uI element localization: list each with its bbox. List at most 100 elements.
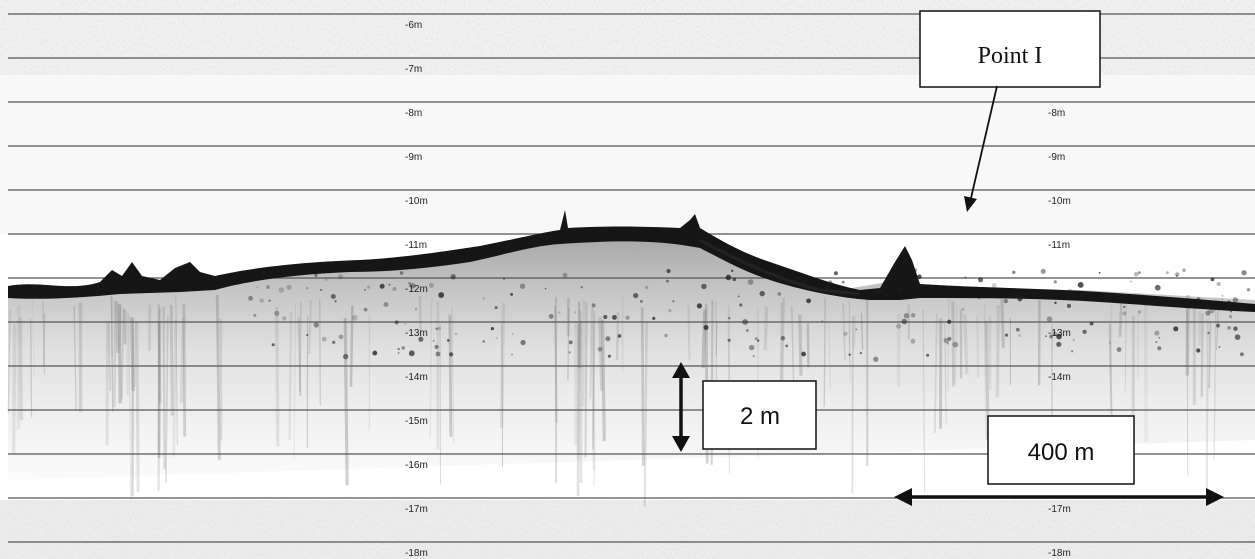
subsurface-blotches (248, 268, 1251, 362)
scatter-speck (1049, 334, 1053, 339)
scatter-speck (394, 320, 399, 325)
scatter-speck (1230, 310, 1232, 313)
scatter-speck (1158, 336, 1161, 339)
scatter-speck (495, 336, 498, 339)
depth-label: -11m (1048, 240, 1070, 251)
scatter-speck (544, 287, 547, 290)
scatter-speck (428, 282, 434, 288)
scatter-speck (410, 283, 416, 289)
scatter-streak (615, 311, 620, 361)
scatter-speck (895, 323, 902, 329)
scatter-speck (877, 288, 883, 294)
scatter-speck (664, 333, 668, 338)
scatter-speck (752, 355, 755, 358)
scatter-streak (1205, 318, 1209, 498)
scatter-streak (293, 303, 297, 461)
scatter-speck (855, 328, 858, 331)
depth-label: -18m (405, 548, 428, 559)
scatter-speck (841, 280, 845, 284)
scatter-speck (1196, 297, 1201, 302)
scatter-speck (728, 317, 731, 320)
scatter-speck (757, 339, 760, 342)
point-arrow (970, 85, 998, 199)
scatter-speck (727, 338, 731, 342)
scatter-streak (600, 319, 606, 442)
scatter-speck (1072, 339, 1075, 341)
depth-label: -10m (405, 196, 428, 207)
scatter-speck (913, 268, 918, 273)
scatter-speck (401, 346, 405, 350)
scatter-speck (1056, 333, 1062, 340)
scatter-speck (901, 318, 908, 325)
scatter-streak (715, 322, 718, 356)
scatter-speck (253, 313, 257, 317)
scatter-speck (372, 350, 378, 356)
scatter-speck (597, 346, 603, 352)
scatter-streak (349, 305, 354, 387)
scatter-streak (643, 322, 648, 507)
scatter-speck (910, 338, 916, 344)
scatter-streak (128, 314, 132, 501)
scatter-streak (7, 309, 11, 413)
scatter-speck (392, 287, 397, 291)
scatter-streak (113, 299, 117, 408)
scatter-speck (859, 351, 863, 355)
scatter-streak (848, 322, 852, 383)
scatter-streak (107, 322, 112, 391)
horizontal-scale-arrow-left (894, 488, 912, 506)
scatter-streak (175, 295, 178, 445)
scatter-speck (367, 285, 371, 289)
scatter-speck (314, 273, 318, 277)
scatter-speck (947, 337, 952, 341)
scatter-speck (1246, 288, 1251, 292)
scatter-speck (732, 277, 737, 282)
scatter-speck (418, 336, 424, 342)
scatter-streak (842, 303, 846, 361)
sub-bottom-streaks (7, 295, 1220, 507)
scatter-streak (135, 322, 140, 493)
depth-label: -17m (405, 504, 428, 515)
scatter-speck (282, 316, 287, 321)
scatter-streak (30, 318, 33, 418)
scatter-speck (737, 295, 740, 298)
scatter-speck (777, 292, 782, 296)
scatter-streak (853, 316, 857, 349)
scatter-speck (591, 303, 596, 308)
scatter-speck (259, 298, 264, 303)
scatter-speck (897, 276, 901, 280)
scatter-streak (182, 303, 187, 437)
scatter-streak (1213, 297, 1217, 460)
bottom-noise-texture (0, 500, 1255, 559)
scatter-speck (801, 351, 806, 357)
scatter-speck (828, 280, 832, 284)
scatter-speck (978, 277, 984, 283)
scatter-speck (1056, 341, 1062, 347)
scatter-speck (1240, 352, 1244, 357)
scatter-speck (568, 351, 571, 354)
scatter-speck (991, 283, 997, 288)
scatter-speck (248, 295, 253, 301)
scatter-speck (1054, 301, 1057, 305)
scatter-speck (408, 350, 415, 357)
scatter-speck (1046, 316, 1053, 322)
scatter-streak (791, 306, 795, 384)
scatter-speck (791, 271, 794, 274)
scatter-speck (1182, 268, 1186, 272)
scatter-speck (454, 332, 458, 336)
scatter-speck (512, 333, 514, 335)
scatter-speck (562, 272, 568, 278)
vertical-scale-label: 2 m (740, 403, 780, 430)
scatter-speck (1031, 291, 1034, 294)
scatter-speck (666, 268, 671, 274)
scatter-speck (696, 303, 703, 309)
scatter-streak (165, 316, 169, 484)
scatter-streak (1000, 298, 1005, 349)
scatter-speck (1221, 294, 1224, 297)
scatter-speck (780, 335, 786, 341)
scatter-speck (903, 312, 910, 319)
depth-label: -8m (1048, 108, 1065, 119)
scatter-streak (299, 302, 302, 392)
scatter-speck (1108, 341, 1111, 344)
scatter-speck (952, 341, 959, 348)
